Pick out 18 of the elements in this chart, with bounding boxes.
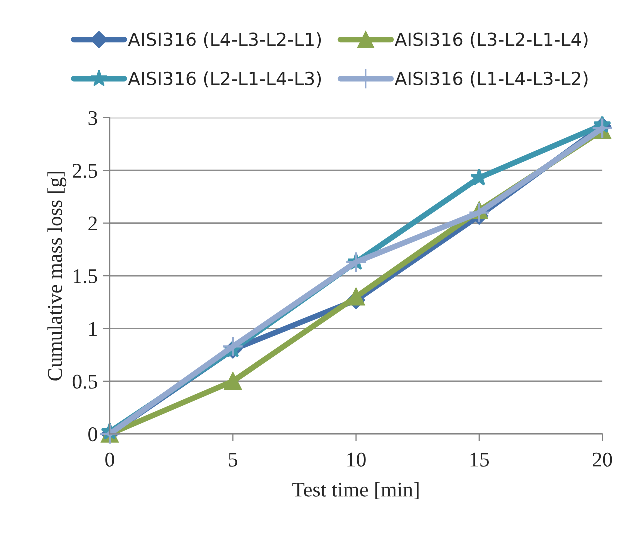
- y-tick-label: 1: [90, 322, 97, 336]
- x-tick-label: 20: [593, 452, 612, 467]
- legend-label: AISI316 (L4-L3-L2-L1): [128, 32, 322, 49]
- legend-label: AISI316 (L1-L4-L3-L2): [394, 72, 588, 88]
- y-tick-label: 0.5: [72, 374, 98, 389]
- y-tick-label: 0: [88, 428, 98, 442]
- legend-label: AISI316 (L2-L1-L4-L3): [128, 72, 322, 88]
- y-tick-label: 1.5: [74, 270, 98, 284]
- y-tick-label: 2.5: [73, 164, 98, 178]
- x-tick-label: 5: [229, 453, 238, 467]
- x-tick-label: 15: [470, 452, 490, 467]
- x-axis-title: Test time [min]: [292, 482, 419, 500]
- x-tick-label: 10: [348, 452, 366, 467]
- y-tick-label: 3: [88, 111, 98, 126]
- y-tick-label: 2: [88, 216, 98, 231]
- y-axis-title: Cumulative mass loss [g]: [48, 172, 67, 381]
- legend-label: AISI316 (L3-L2-L1-L4): [394, 32, 588, 49]
- x-tick-label: 0: [106, 452, 114, 467]
